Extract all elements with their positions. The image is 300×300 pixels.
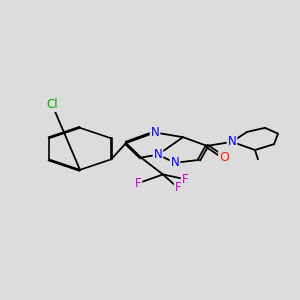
Text: N: N	[171, 156, 179, 169]
Text: N: N	[154, 148, 162, 161]
Text: Cl: Cl	[46, 98, 58, 111]
Text: F: F	[135, 177, 141, 190]
Text: F: F	[175, 182, 181, 194]
Text: N: N	[151, 126, 159, 139]
Text: O: O	[219, 151, 229, 164]
Text: F: F	[182, 173, 188, 186]
Text: N: N	[228, 135, 236, 148]
